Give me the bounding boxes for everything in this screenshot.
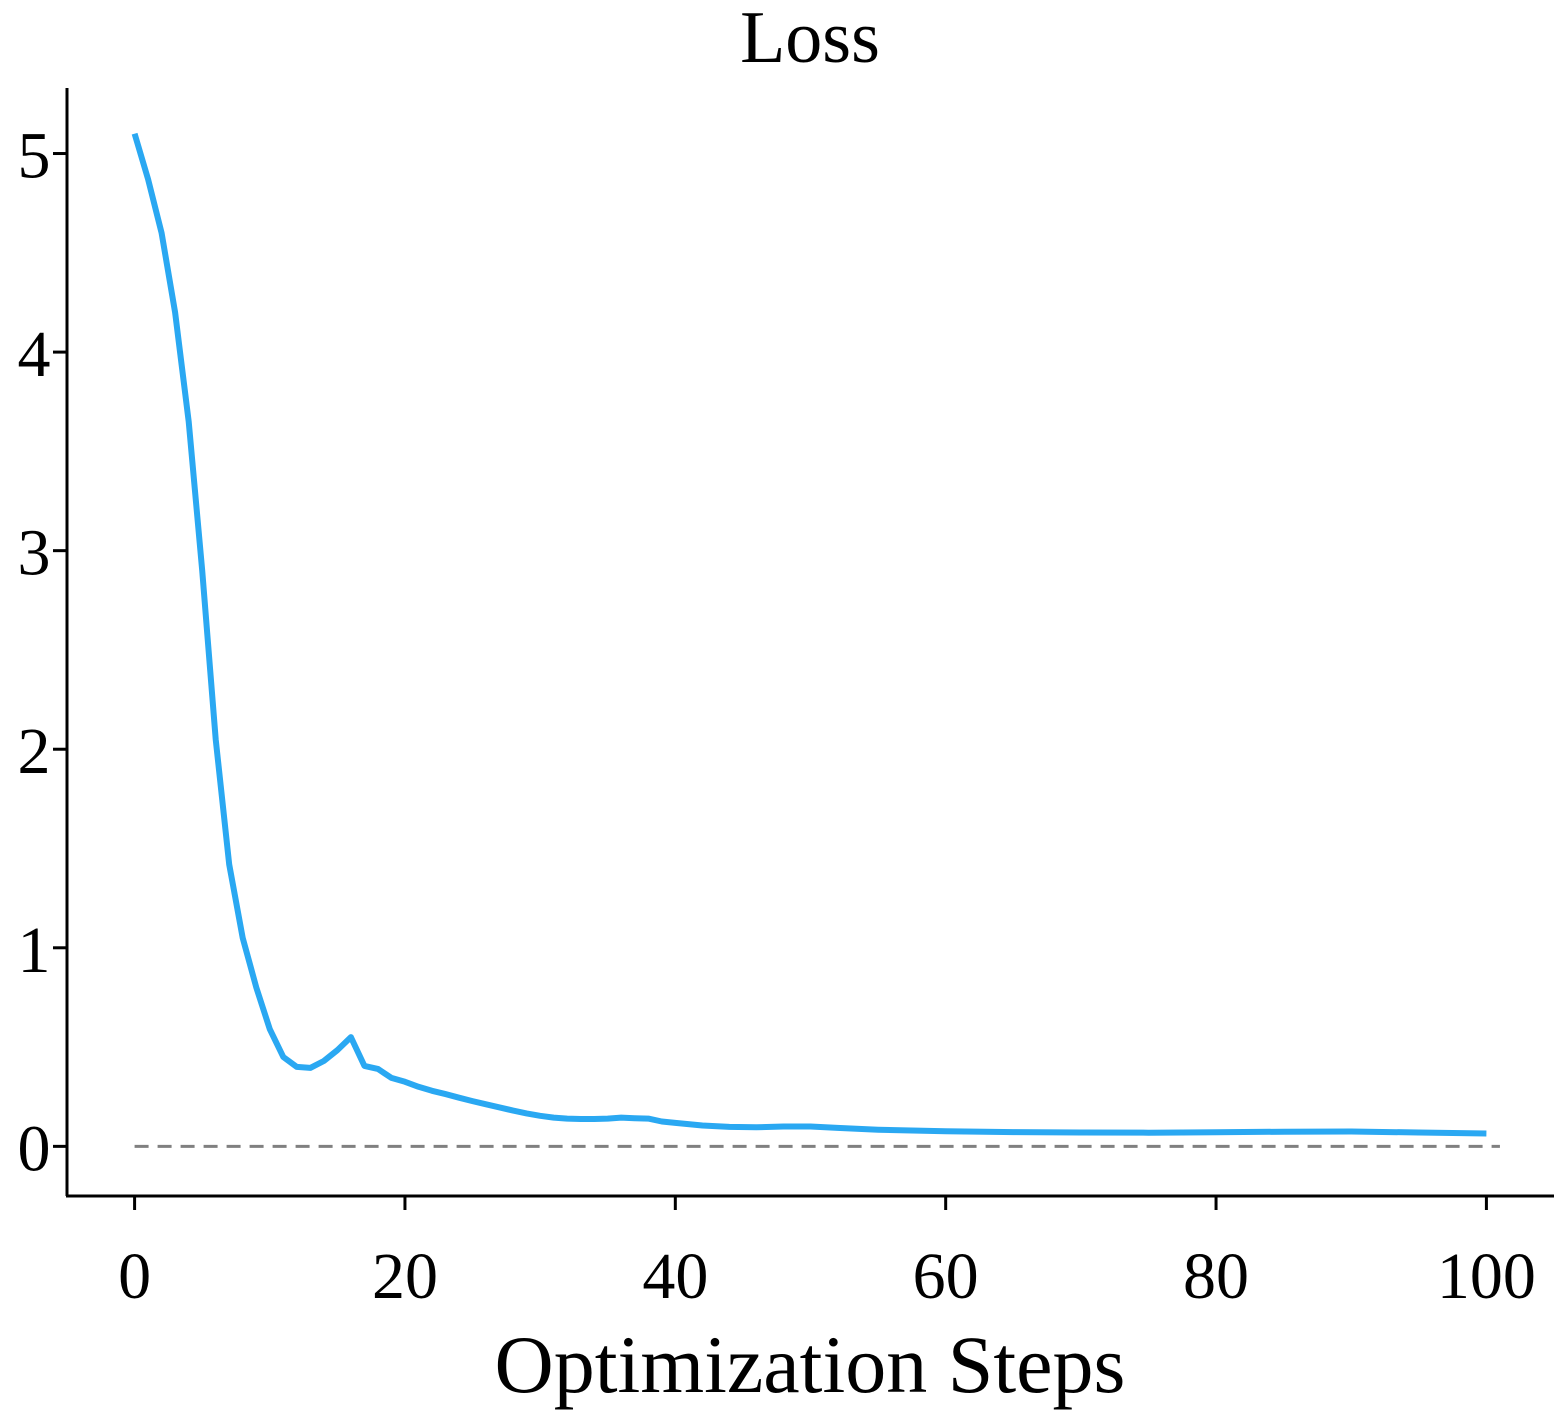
- y-tick-label: 0: [18, 1112, 51, 1185]
- series-layer: [131, 132, 1487, 1137]
- x-tick-label: 40: [642, 1240, 708, 1313]
- x-tick-label: 100: [1437, 1240, 1536, 1313]
- x-tick-label: 20: [372, 1240, 438, 1313]
- x-ticks: 0 20 40 60 80 100: [118, 1196, 1536, 1313]
- x-tick-label: 80: [1183, 1240, 1249, 1313]
- x-axis-label: Optimization Steps: [495, 1319, 1126, 1410]
- chart-title: Loss: [740, 0, 880, 79]
- y-tick-label: 4: [18, 318, 51, 391]
- y-tick-label: 3: [18, 517, 51, 590]
- y-ticks: 0 1 2 3 4 5: [18, 120, 67, 1185]
- series-line-0: [131, 132, 1487, 1137]
- x-tick-label: 60: [913, 1240, 979, 1313]
- x-tick-label: 0: [118, 1240, 151, 1313]
- y-tick-label: 5: [18, 120, 51, 193]
- y-tick-label: 1: [18, 914, 51, 987]
- y-tick-label: 2: [18, 715, 51, 788]
